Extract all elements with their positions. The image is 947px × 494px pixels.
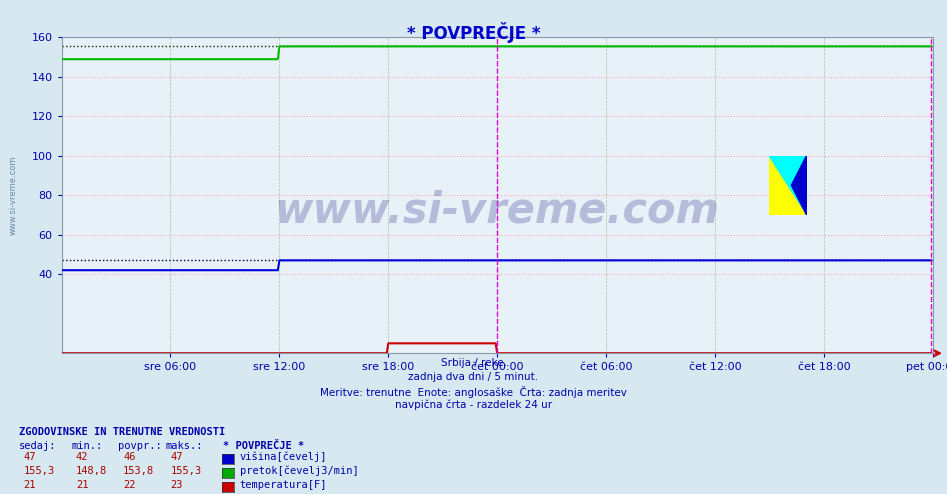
Text: ZGODOVINSKE IN TRENUTNE VREDNOSTI: ZGODOVINSKE IN TRENUTNE VREDNOSTI — [19, 427, 225, 437]
Text: 23: 23 — [170, 480, 183, 490]
Text: www.si-vreme.com: www.si-vreme.com — [275, 190, 720, 232]
Text: višina[čevelj]: višina[čevelj] — [240, 452, 327, 462]
Polygon shape — [792, 156, 807, 215]
Text: * POVPREČJE *: * POVPREČJE * — [223, 441, 304, 451]
Text: zadnja dva dni / 5 minut.: zadnja dva dni / 5 minut. — [408, 372, 539, 382]
Text: Meritve: trenutne  Enote: anglosaške  Črta: zadnja meritev: Meritve: trenutne Enote: anglosaške Črta… — [320, 386, 627, 398]
Text: 155,3: 155,3 — [170, 466, 202, 476]
Text: 42: 42 — [76, 453, 88, 462]
Polygon shape — [769, 156, 807, 215]
Text: 47: 47 — [170, 453, 183, 462]
Text: 21: 21 — [76, 480, 88, 490]
Text: temperatura[F]: temperatura[F] — [240, 480, 327, 490]
Text: 46: 46 — [123, 453, 135, 462]
Text: navpična črta - razdelek 24 ur: navpična črta - razdelek 24 ur — [395, 400, 552, 410]
Text: 22: 22 — [123, 480, 135, 490]
Text: 155,3: 155,3 — [24, 466, 55, 476]
Text: povpr.:: povpr.: — [118, 441, 162, 451]
Text: sedaj:: sedaj: — [19, 441, 57, 451]
Text: 153,8: 153,8 — [123, 466, 154, 476]
Text: * POVPREČJE *: * POVPREČJE * — [407, 22, 540, 43]
Text: maks.:: maks.: — [166, 441, 204, 451]
Text: 21: 21 — [24, 480, 36, 490]
Text: 47: 47 — [24, 453, 36, 462]
Text: Srbija / reke.: Srbija / reke. — [440, 358, 507, 368]
Text: pretok[čevelj3/min]: pretok[čevelj3/min] — [240, 466, 358, 476]
Text: 148,8: 148,8 — [76, 466, 107, 476]
Text: min.:: min.: — [71, 441, 102, 451]
Text: www.si-vreme.com: www.si-vreme.com — [9, 156, 18, 235]
